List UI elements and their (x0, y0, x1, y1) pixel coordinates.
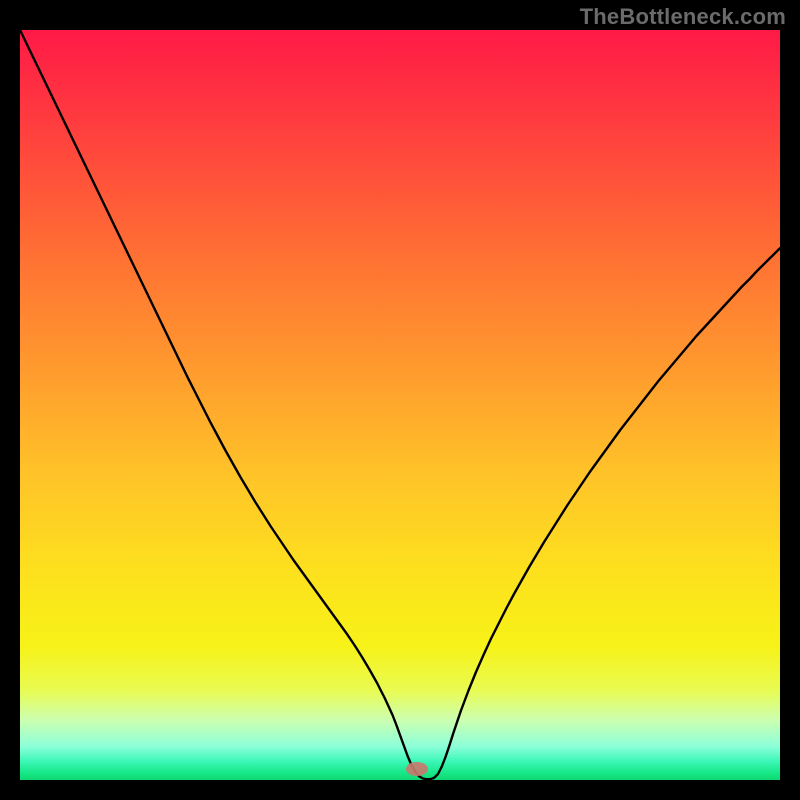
plot-area (20, 30, 780, 780)
optimal-point-marker (417, 769, 439, 783)
watermark-text: TheBottleneck.com (580, 4, 786, 30)
bottleneck-curve (20, 30, 780, 780)
chart-container: { "watermark": { "text": "TheBottleneck.… (0, 0, 800, 800)
